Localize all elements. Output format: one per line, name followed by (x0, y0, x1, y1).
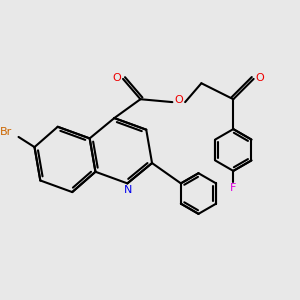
Text: N: N (124, 185, 132, 195)
Text: F: F (230, 183, 236, 193)
Text: O: O (112, 73, 121, 83)
Text: O: O (174, 95, 183, 105)
Text: O: O (256, 73, 264, 83)
Text: Br: Br (0, 127, 13, 137)
